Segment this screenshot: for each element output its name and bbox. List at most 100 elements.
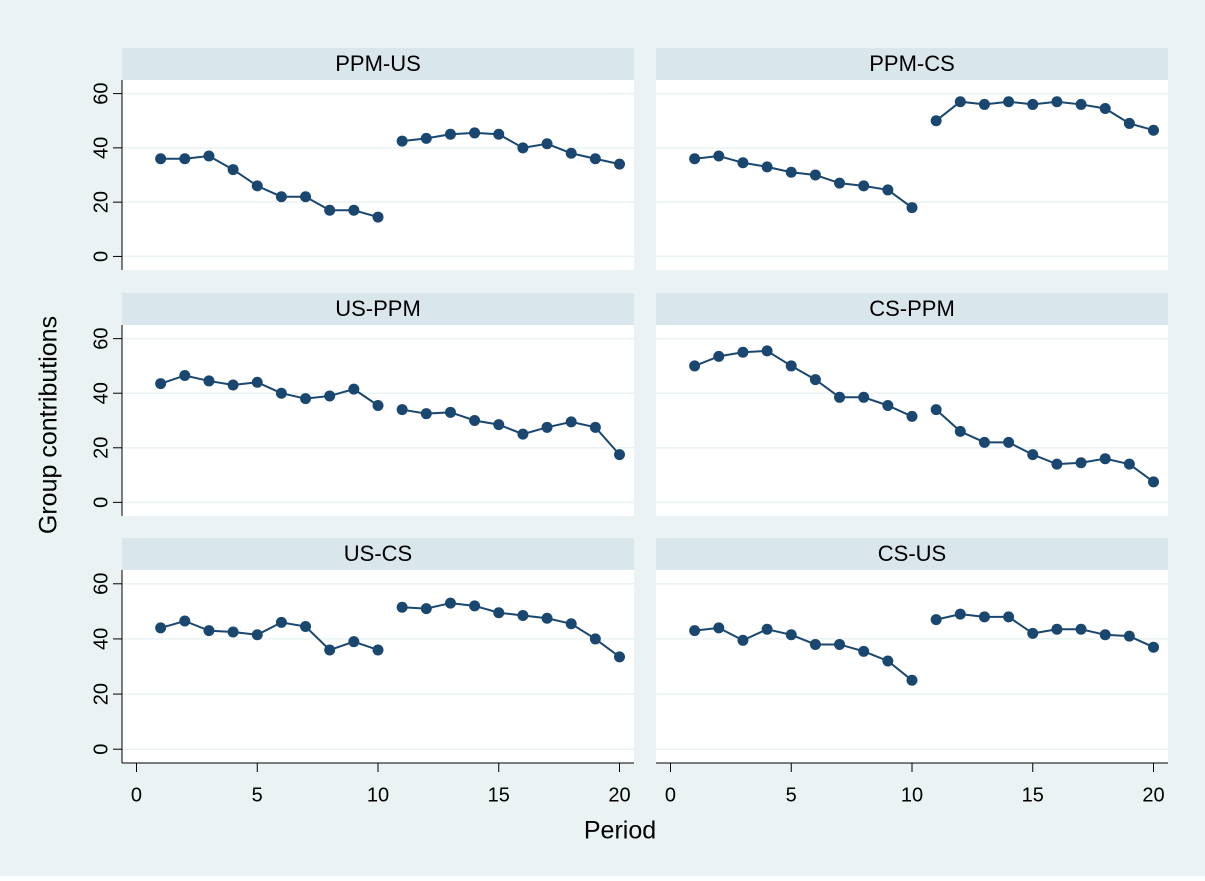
data-point xyxy=(978,611,990,623)
data-point xyxy=(469,415,481,426)
data-point xyxy=(834,177,846,189)
data-line xyxy=(935,100,1154,132)
data-point xyxy=(541,612,553,624)
data-point xyxy=(858,391,870,403)
data-point xyxy=(300,393,312,405)
data-point xyxy=(420,603,432,615)
data-point xyxy=(493,128,505,140)
data-point xyxy=(469,600,481,612)
data-point xyxy=(834,391,846,403)
x-tick-label: 5 xyxy=(786,784,797,806)
data-point xyxy=(614,158,626,170)
data-point xyxy=(155,378,167,390)
panel-title: CS-PPM xyxy=(869,296,955,321)
data-point xyxy=(978,436,990,448)
x-tick-label: 10 xyxy=(367,784,389,806)
data-point xyxy=(1051,96,1063,108)
y-tick-label: 0 xyxy=(90,251,112,262)
data-point xyxy=(179,369,191,381)
data-point xyxy=(275,616,287,628)
data-point xyxy=(809,374,821,386)
data-point xyxy=(954,608,966,620)
data-point xyxy=(565,618,577,630)
data-point xyxy=(444,406,456,418)
data-point xyxy=(493,607,505,619)
panel-header xyxy=(656,293,1168,325)
data-point xyxy=(1099,103,1111,114)
data-point xyxy=(809,638,821,650)
data-point xyxy=(227,379,239,391)
data-point xyxy=(1051,623,1063,635)
data-point xyxy=(227,164,239,176)
data-point xyxy=(1148,476,1160,488)
y-tick-label: 40 xyxy=(90,382,112,404)
panel-header xyxy=(656,538,1168,570)
data-point xyxy=(589,421,601,433)
data-point xyxy=(227,626,239,638)
data-line xyxy=(694,154,913,209)
data-line xyxy=(402,131,620,166)
data-point xyxy=(251,376,263,388)
data-point xyxy=(541,421,553,433)
data-point xyxy=(737,634,749,646)
x-tick-label: 5 xyxy=(252,784,263,806)
data-point xyxy=(834,638,846,650)
x-tick-label: 15 xyxy=(1022,784,1044,806)
data-point xyxy=(761,161,773,173)
data-point xyxy=(930,614,942,626)
data-point xyxy=(737,346,749,358)
x-axis-label: Period xyxy=(584,817,656,845)
data-point xyxy=(1027,449,1039,461)
data-line xyxy=(935,408,1155,483)
data-point xyxy=(1123,117,1135,129)
data-line xyxy=(935,613,1154,649)
data-point xyxy=(275,387,287,399)
x-tick-label: 0 xyxy=(665,784,676,806)
data-point xyxy=(906,202,918,214)
data-point xyxy=(1099,629,1111,641)
data-line xyxy=(402,602,621,658)
data-point xyxy=(348,636,360,648)
data-point xyxy=(251,629,263,641)
data-point xyxy=(689,360,701,372)
data-point xyxy=(420,408,432,420)
data-point xyxy=(1075,623,1087,635)
data-point xyxy=(689,625,701,637)
data-point xyxy=(444,128,456,140)
data-point xyxy=(1027,627,1039,639)
data-point xyxy=(565,147,577,159)
data-point xyxy=(444,597,456,609)
panel-title: PPM-CS xyxy=(869,51,955,76)
y-tick-label: 60 xyxy=(90,82,112,104)
plot-area xyxy=(122,325,634,516)
data-point xyxy=(906,410,918,422)
plot-area xyxy=(656,570,1168,763)
data-line xyxy=(401,408,621,456)
data-point xyxy=(372,644,384,656)
data-point xyxy=(589,633,601,645)
data-point xyxy=(689,153,701,165)
data-point xyxy=(300,191,312,203)
data-point xyxy=(541,138,553,150)
data-point xyxy=(713,622,725,634)
panel-title: PPM-US xyxy=(335,51,421,76)
data-point xyxy=(1003,436,1015,448)
data-point xyxy=(1123,630,1135,642)
x-tick-label: 20 xyxy=(1142,784,1164,806)
data-point xyxy=(1051,458,1063,470)
data-point xyxy=(1027,98,1039,110)
data-line xyxy=(160,374,379,407)
panel-header xyxy=(122,293,634,325)
data-point xyxy=(785,166,797,178)
data-point xyxy=(785,629,797,641)
data-point xyxy=(203,150,215,162)
plot-area xyxy=(656,80,1168,270)
data-point xyxy=(493,419,505,431)
y-tick-label: 0 xyxy=(90,497,112,508)
plot-area xyxy=(122,80,634,270)
data-line xyxy=(694,349,913,418)
plot-area xyxy=(122,570,634,763)
data-point xyxy=(517,428,529,440)
data-point xyxy=(155,153,167,165)
